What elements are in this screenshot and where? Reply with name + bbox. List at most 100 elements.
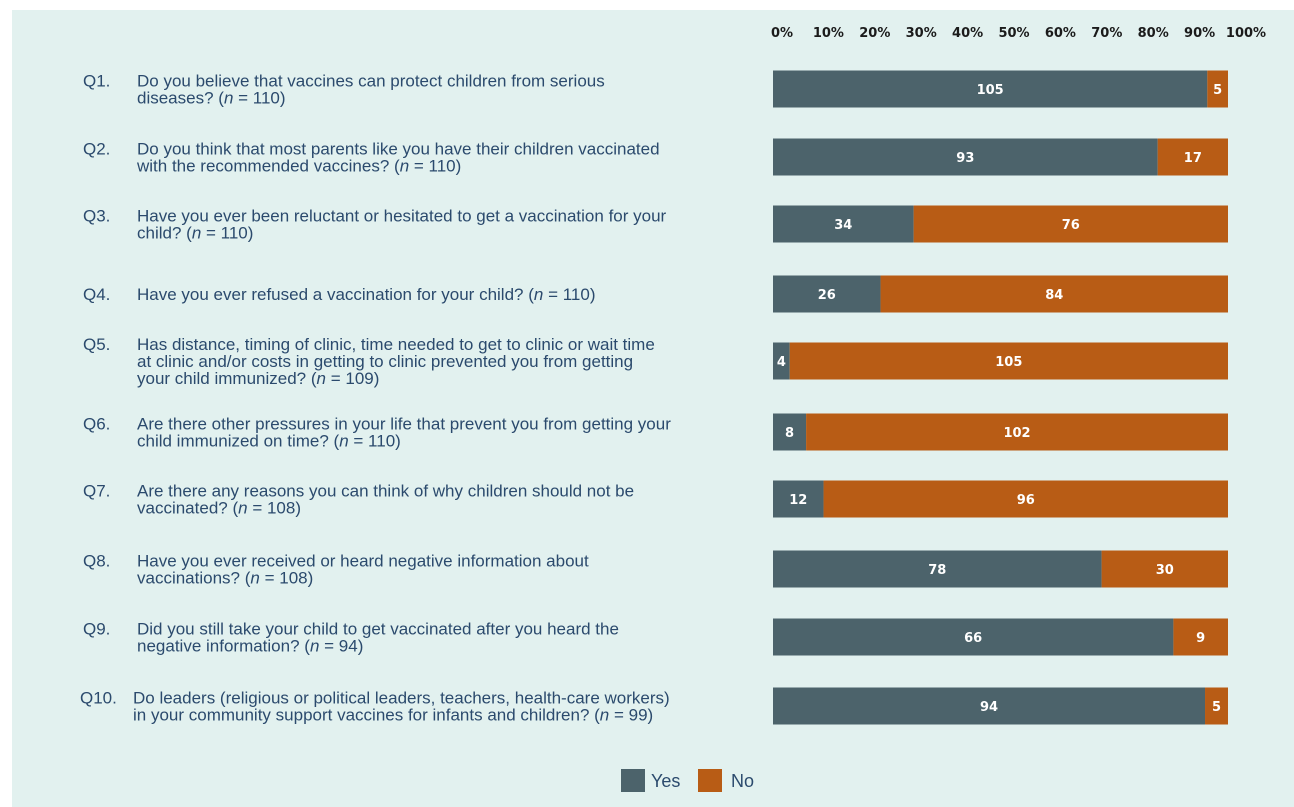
bar-no xyxy=(880,275,1228,313)
value-label-yes: 34 xyxy=(834,218,852,233)
value-label-no: 5 xyxy=(1212,700,1221,715)
chart-row: Q2. Do you think that most parents like y… xyxy=(83,138,1228,176)
chart-row: Q10. Do leaders (religious or political l… xyxy=(80,687,1228,725)
bar-no xyxy=(1173,618,1228,656)
question-text: Do leaders (religious or political leade… xyxy=(133,689,670,708)
x-tick-label: 0% xyxy=(771,26,793,41)
x-tick-label: 40% xyxy=(952,26,983,41)
question-number: Q7. xyxy=(83,482,110,501)
bar-no xyxy=(1157,138,1228,176)
value-label-no: 96 xyxy=(1017,493,1035,508)
bar-yes xyxy=(773,342,790,380)
question-number: Q8. xyxy=(83,552,110,571)
chart-row: Q9. Did you still take your child to get … xyxy=(83,618,1228,656)
bar-no xyxy=(823,480,1228,518)
legend-label: Yes xyxy=(651,771,680,791)
legend-swatch xyxy=(621,769,645,792)
value-label-no: 105 xyxy=(995,355,1022,370)
value-label-yes: 94 xyxy=(980,700,998,715)
bar-no xyxy=(913,205,1228,243)
value-label-no: 9 xyxy=(1196,631,1205,646)
bar-yes xyxy=(773,687,1206,725)
question-number: Q5. xyxy=(83,335,110,354)
chart-row: Q7. Are there any reasons you can think o… xyxy=(83,480,1228,518)
value-label-yes: 105 xyxy=(977,83,1004,98)
bar-no xyxy=(1101,550,1228,588)
x-tick-label: 80% xyxy=(1138,26,1169,41)
question-number: Q3. xyxy=(83,207,110,226)
bar-yes xyxy=(773,480,824,518)
x-tick-label: 90% xyxy=(1184,26,1215,41)
chart-row: Q1. Do you believe that vaccines can prot… xyxy=(83,70,1228,108)
bar-yes xyxy=(773,70,1208,108)
question-text: your child immunized? (n = 109) xyxy=(137,369,379,388)
question-text: Are there any reasons you can think of w… xyxy=(137,482,634,501)
bar-yes xyxy=(773,618,1174,656)
question-text: Are there other pressures in your life t… xyxy=(137,415,671,434)
chart-rows: Q1. Do you believe that vaccines can prot… xyxy=(80,70,1228,725)
x-tick-label: 60% xyxy=(1045,26,1076,41)
question-text: with the recommended vaccines? (n = 110) xyxy=(136,157,461,176)
question-text: at clinic and/or costs in getting to cli… xyxy=(137,352,633,371)
value-label-yes: 66 xyxy=(964,631,982,646)
chart-row: Q3. Have you ever been reluctant or hesit… xyxy=(83,205,1228,243)
question-number: Q1. xyxy=(83,72,110,91)
x-tick-label: 100% xyxy=(1226,26,1266,41)
question-text: child immunized on time? (n = 110) xyxy=(137,432,401,451)
value-label-yes: 4 xyxy=(777,355,786,370)
question-text: Did you still take your child to get vac… xyxy=(137,620,619,639)
x-tick-label: 10% xyxy=(813,26,844,41)
bar-yes xyxy=(773,205,914,243)
bar-no xyxy=(1207,70,1228,108)
chart-row: Q4. Have you ever refused a vaccination f… xyxy=(83,275,1228,313)
question-number: Q2. xyxy=(83,140,110,159)
question-number: Q10. xyxy=(80,689,117,708)
question-text: Have you ever received or heard negative… xyxy=(137,552,589,571)
chart-row: Q6. Are there other pressures in your lif… xyxy=(83,413,1228,451)
x-tick-label: 70% xyxy=(1091,26,1122,41)
question-text: vaccinations? (n = 108) xyxy=(137,569,313,588)
question-text: negative information? (n = 94) xyxy=(137,637,363,656)
legend: Yes No xyxy=(621,769,754,792)
chart-row: Q5. Has distance, timing of clinic, time … xyxy=(83,335,1228,388)
value-label-yes: 78 xyxy=(928,563,946,578)
bar-yes xyxy=(773,550,1102,588)
bar-no xyxy=(789,342,1228,380)
question-text: Has distance, timing of clinic, time nee… xyxy=(137,335,655,354)
bar-yes xyxy=(773,413,807,451)
bar-no xyxy=(806,413,1228,451)
chart-panel: 0% 10% 20% 30% 40% 50% 60% 70% 80% 90% 100% Q1. Do … xyxy=(12,10,1294,807)
question-text: child? (n = 110) xyxy=(137,224,253,243)
question-number: Q4. xyxy=(83,285,110,304)
value-label-yes: 8 xyxy=(785,426,794,441)
value-label-no: 30 xyxy=(1156,563,1174,578)
x-tick-label: 50% xyxy=(998,26,1029,41)
bar-no xyxy=(1205,687,1228,725)
value-label-no: 17 xyxy=(1184,151,1202,166)
x-tick-label: 20% xyxy=(859,26,890,41)
question-text: Have you ever refused a vaccination for … xyxy=(137,285,595,304)
x-axis-ticks: 0% 10% 20% 30% 40% 50% 60% 70% 80% 90% 100% xyxy=(771,26,1266,41)
value-label-no: 84 xyxy=(1045,288,1063,303)
x-tick-label: 30% xyxy=(906,26,937,41)
legend-label: No xyxy=(731,771,754,791)
value-label-yes: 12 xyxy=(789,493,807,508)
question-number: Q6. xyxy=(83,415,110,434)
question-number: Q9. xyxy=(83,620,110,639)
bar-yes xyxy=(773,138,1158,176)
value-label-yes: 93 xyxy=(956,151,974,166)
question-text: Have you ever been reluctant or hesitate… xyxy=(137,207,667,226)
value-label-yes: 26 xyxy=(818,288,836,303)
question-text: in your community support vaccines for i… xyxy=(133,706,653,725)
question-text: vaccinated? (n = 108) xyxy=(137,499,301,518)
bar-yes xyxy=(773,275,881,313)
question-text: Do you think that most parents like you … xyxy=(137,140,660,159)
legend-swatch xyxy=(698,769,722,792)
value-label-no: 76 xyxy=(1062,218,1080,233)
question-text: Do you believe that vaccines can protect… xyxy=(137,72,605,91)
stacked-bar-chart: 0% 10% 20% 30% 40% 50% 60% 70% 80% 90% 100% Q1. Do … xyxy=(80,26,1266,792)
chart-row: Q8. Have you ever received or heard negat… xyxy=(83,550,1228,588)
value-label-no: 102 xyxy=(1003,426,1030,441)
value-label-no: 5 xyxy=(1213,83,1222,98)
question-text: diseases? (n = 110) xyxy=(137,89,286,108)
